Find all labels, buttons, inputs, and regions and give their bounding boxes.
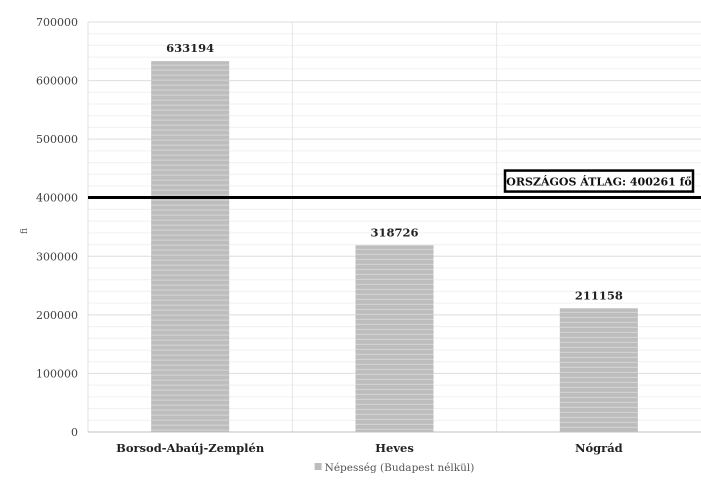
bar-fill [559, 308, 638, 432]
y-tick-label: 400000 [36, 192, 78, 205]
y-tick-label: 0 [71, 426, 78, 439]
y-tick-label: 300000 [36, 250, 78, 263]
average-reference-line: ORSZÁGOS ÁTLAG: 400261 fő [88, 169, 701, 200]
bar [151, 61, 230, 433]
data-labels: 633194 318726 211158 [166, 41, 623, 302]
legend-label: Népesség (Budapest nélkül) [325, 462, 475, 474]
legend: Népesség (Budapest nélkül) [314, 462, 475, 474]
y-tick-label: 200000 [36, 309, 78, 322]
bar [355, 245, 434, 432]
y-tick-label: 700000 [36, 16, 78, 29]
average-label: ORSZÁGOS ÁTLAG: 400261 fő [506, 175, 691, 189]
average-label-box [503, 169, 695, 193]
y-tick-label: 500000 [36, 133, 78, 146]
y-axis-ticks: 0 100000 200000 300000 400000 500000 600000 700… [36, 16, 78, 439]
y-tick-label: 100000 [36, 367, 78, 380]
bar [559, 308, 638, 432]
x-axis-categories: Borsod-Abaúj-Zemplén Heves Nógrád [116, 441, 623, 455]
legend-swatch [314, 463, 322, 470]
x-category-label: Heves [375, 441, 414, 455]
data-label: 318726 [370, 225, 418, 239]
bar-fill [151, 61, 230, 433]
bar-fill [355, 245, 434, 432]
y-axis-label: ﬁ [20, 228, 30, 234]
x-category-label: Borsod-Abaúj-Zemplén [116, 441, 265, 455]
data-label: 633194 [166, 41, 214, 55]
y-tick-label: 600000 [36, 75, 78, 88]
x-category-label: Nógrád [575, 441, 623, 455]
bar-series [151, 61, 638, 433]
data-label: 211158 [575, 288, 623, 302]
